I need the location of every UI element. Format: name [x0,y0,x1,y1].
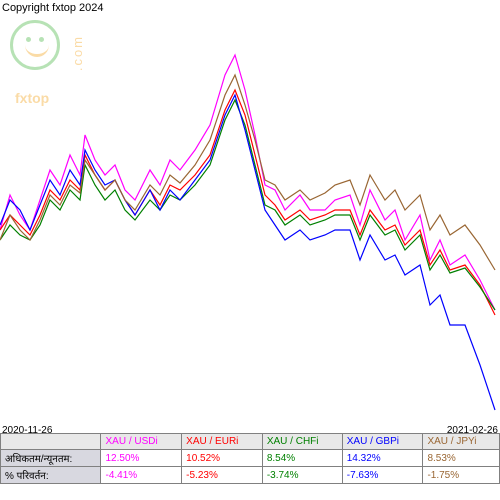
series-line [0,75,495,270]
table-col-header: XAU / USDi [101,434,182,450]
series-line [0,55,495,310]
series-line [0,90,495,315]
table-cell-max: 14.32% [342,450,423,467]
table-col-header: XAU / CHFi [262,434,342,450]
line-chart [0,15,500,425]
table-cell-change: -5.23% [182,467,263,484]
table-col-header: XAU / JPYi [423,434,500,450]
table-cell-max: 8.53% [423,450,500,467]
table-cell-max: 8.54% [262,450,342,467]
series-line [0,95,495,410]
table-row-header: % परिवर्तन: [1,467,101,484]
table-col-header: XAU / EURi [182,434,263,450]
table-cell-change: -3.74% [262,467,342,484]
table-cell-max: 10.52% [182,450,263,467]
table-col-header: XAU / GBPi [342,434,423,450]
copyright-text: Copyright fxtop 2024 [2,2,104,14]
series-line [0,100,495,310]
table-cell-max: 12.50% [101,450,182,467]
table-corner [1,434,101,450]
table-cell-change: -1.75% [423,467,500,484]
table-cell-change: -7.63% [342,467,423,484]
table-row-header: अधिकतम/न्यूनतम: [1,450,101,467]
table-cell-change: -4.41% [101,467,182,484]
summary-table: XAU / USDiXAU / EURiXAU / CHFiXAU / GBPi… [0,433,500,484]
